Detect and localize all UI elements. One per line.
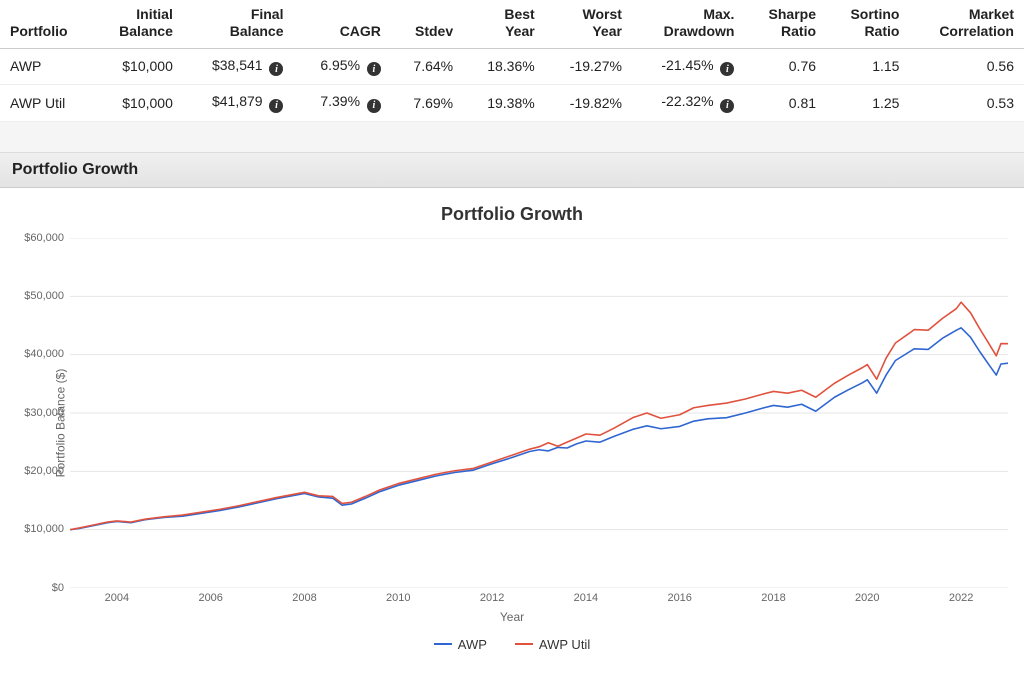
table-column-header: WorstYear xyxy=(545,0,632,48)
table-column-header: Max.Drawdown xyxy=(632,0,745,48)
table-column-header: BestYear xyxy=(463,0,545,48)
legend-item[interactable]: AWP xyxy=(434,637,487,652)
table-cell: $38,541 i xyxy=(183,48,294,85)
table-cell: 19.38% xyxy=(463,85,545,122)
chart-legend: AWP AWP Util xyxy=(0,633,1024,652)
table-column-header: SharpeRatio xyxy=(744,0,826,48)
chart-series-line xyxy=(70,302,1008,530)
table-cell: 6.95% i xyxy=(293,48,390,85)
table-column-header: MarketCorrelation xyxy=(909,0,1024,48)
chart-xtick-label: 2018 xyxy=(761,592,785,604)
table-cell: $10,000 xyxy=(94,85,183,122)
info-icon[interactable]: i xyxy=(269,99,283,113)
section-header-growth: Portfolio Growth xyxy=(0,152,1024,188)
chart-xtick-label: 2012 xyxy=(480,592,504,604)
table-cell: 1.25 xyxy=(826,85,909,122)
table-column-header: InitialBalance xyxy=(94,0,183,48)
table-cell: $41,879 i xyxy=(183,85,294,122)
chart-ytick-label: $40,000 xyxy=(24,348,64,360)
legend-label: AWP xyxy=(458,637,487,652)
chart-xtick-label: 2020 xyxy=(855,592,879,604)
table-column-header: FinalBalance xyxy=(183,0,294,48)
table-row: AWP Util$10,000$41,879 i7.39% i7.69%19.3… xyxy=(0,85,1024,122)
chart-xtick-label: 2022 xyxy=(949,592,973,604)
table-column-header: SortinoRatio xyxy=(826,0,909,48)
table-cell: AWP Util xyxy=(0,85,94,122)
table-row: AWP$10,000$38,541 i6.95% i7.64%18.36%-19… xyxy=(0,48,1024,85)
portfolio-stats-table: PortfolioInitialBalanceFinalBalanceCAGRS… xyxy=(0,0,1024,122)
info-icon[interactable]: i xyxy=(269,62,283,76)
info-icon[interactable]: i xyxy=(367,62,381,76)
table-cell: 0.53 xyxy=(909,85,1024,122)
table-cell: 7.39% i xyxy=(293,85,390,122)
table-cell: -21.45% i xyxy=(632,48,745,85)
info-icon[interactable]: i xyxy=(720,62,734,76)
table-cell: 18.36% xyxy=(463,48,545,85)
table-column-header: Stdev xyxy=(391,0,463,48)
table-column-header: Portfolio xyxy=(0,0,94,48)
chart-series-line xyxy=(70,327,1008,529)
chart-xtick-label: 2014 xyxy=(574,592,598,604)
legend-swatch xyxy=(515,643,533,645)
portfolio-growth-chart: Portfolio Growth Portfolio Balance ($) $… xyxy=(0,188,1024,658)
chart-xtick-label: 2006 xyxy=(198,592,222,604)
chart-ytick-label: $20,000 xyxy=(24,465,64,477)
table-cell: 1.15 xyxy=(826,48,909,85)
chart-title: Portfolio Growth xyxy=(0,188,1024,225)
chart-ytick-label: $50,000 xyxy=(24,290,64,302)
info-icon[interactable]: i xyxy=(367,99,381,113)
table-cell: $10,000 xyxy=(94,48,183,85)
table-cell: 7.64% xyxy=(391,48,463,85)
chart-xtick-label: 2004 xyxy=(105,592,129,604)
chart-plot-area: $0$10,000$20,000$30,000$40,000$50,000$60… xyxy=(70,238,1008,588)
table-header: PortfolioInitialBalanceFinalBalanceCAGRS… xyxy=(0,0,1024,48)
info-icon[interactable]: i xyxy=(720,99,734,113)
chart-xtick-label: 2016 xyxy=(667,592,691,604)
chart-ylabel: Portfolio Balance ($) xyxy=(53,368,67,477)
table-cell: 0.76 xyxy=(744,48,826,85)
legend-swatch xyxy=(434,643,452,645)
table-cell: -19.82% xyxy=(545,85,632,122)
table-cell: -19.27% xyxy=(545,48,632,85)
table-cell: 7.69% xyxy=(391,85,463,122)
chart-xtick-label: 2010 xyxy=(386,592,410,604)
chart-ytick-label: $30,000 xyxy=(24,407,64,419)
table-column-header: CAGR xyxy=(293,0,390,48)
legend-item[interactable]: AWP Util xyxy=(515,637,590,652)
table-cell: -22.32% i xyxy=(632,85,745,122)
section-spacer xyxy=(0,122,1024,152)
table-cell: AWP xyxy=(0,48,94,85)
chart-ytick-label: $60,000 xyxy=(24,232,64,244)
table-cell: 0.56 xyxy=(909,48,1024,85)
chart-xlabel: Year xyxy=(0,610,1024,624)
legend-label: AWP Util xyxy=(539,637,590,652)
chart-ytick-label: $10,000 xyxy=(24,523,64,535)
chart-xtick-label: 2008 xyxy=(292,592,316,604)
table-cell: 0.81 xyxy=(744,85,826,122)
chart-ytick-label: $0 xyxy=(52,582,64,594)
